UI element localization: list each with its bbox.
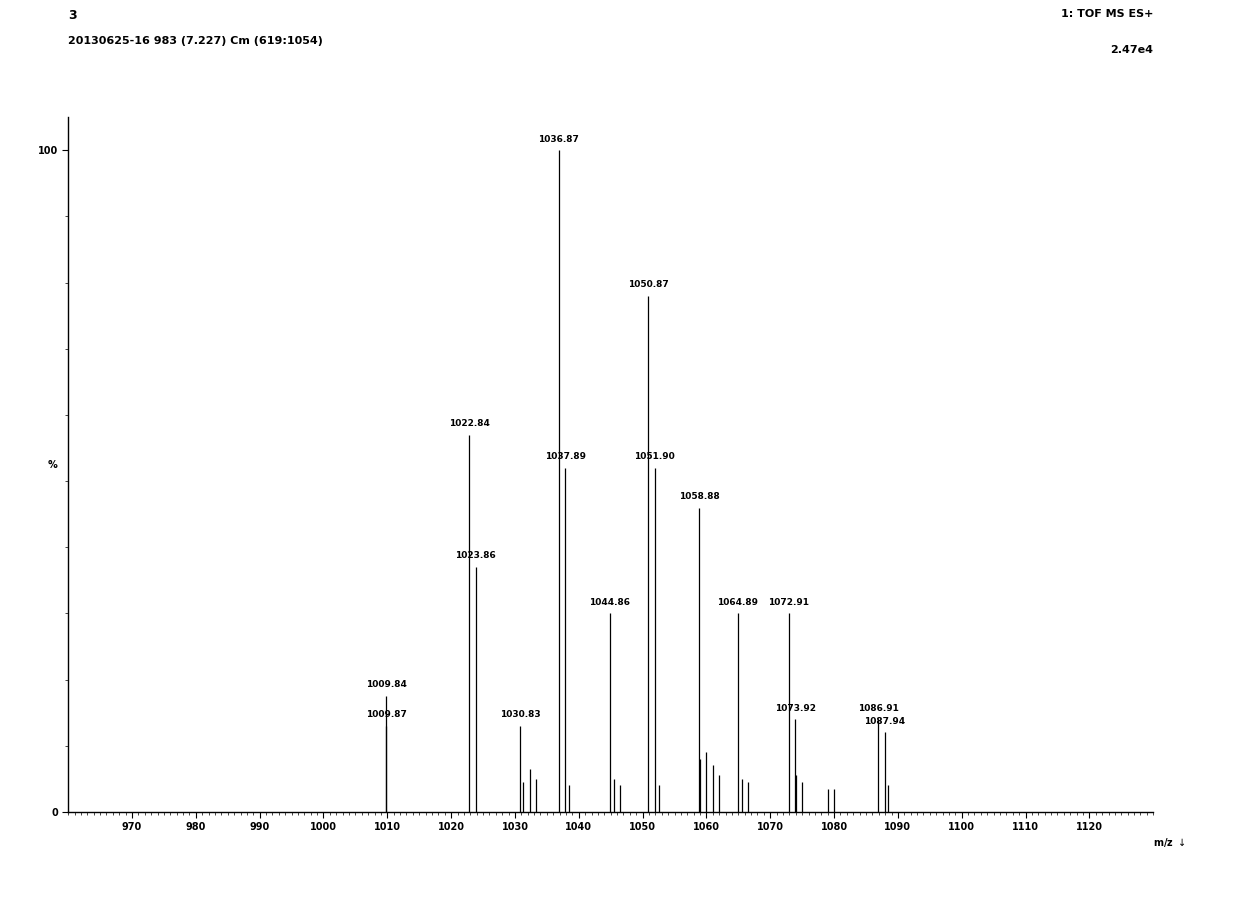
Text: 3: 3 <box>68 9 77 22</box>
Text: 2.47e4: 2.47e4 <box>1110 45 1153 55</box>
Text: 1072.91: 1072.91 <box>769 598 810 607</box>
Text: 1009.87: 1009.87 <box>366 710 407 719</box>
Text: 20130625-16 983 (7.227) Cm (619:1054): 20130625-16 983 (7.227) Cm (619:1054) <box>68 36 324 46</box>
Text: 1051.90: 1051.90 <box>635 452 675 461</box>
Text: 1023.86: 1023.86 <box>455 551 496 560</box>
Text: 1022.84: 1022.84 <box>449 419 490 428</box>
Text: 1030.83: 1030.83 <box>500 710 541 719</box>
Text: 1058.88: 1058.88 <box>680 492 719 501</box>
Text: 1009.84: 1009.84 <box>366 680 407 689</box>
Text: 1: TOF MS ES+: 1: TOF MS ES+ <box>1061 9 1153 19</box>
Text: m/z $\downarrow$: m/z $\downarrow$ <box>1153 836 1187 849</box>
Text: 1064.89: 1064.89 <box>717 598 758 607</box>
Text: 1050.87: 1050.87 <box>627 281 668 290</box>
Text: 1086.91: 1086.91 <box>858 704 899 713</box>
Text: 1037.89: 1037.89 <box>544 452 585 461</box>
Text: 1036.87: 1036.87 <box>538 134 579 143</box>
Text: 1073.92: 1073.92 <box>775 704 816 713</box>
Text: %: % <box>47 459 57 470</box>
Text: 1044.86: 1044.86 <box>589 598 630 607</box>
Text: 1087.94: 1087.94 <box>864 717 905 726</box>
